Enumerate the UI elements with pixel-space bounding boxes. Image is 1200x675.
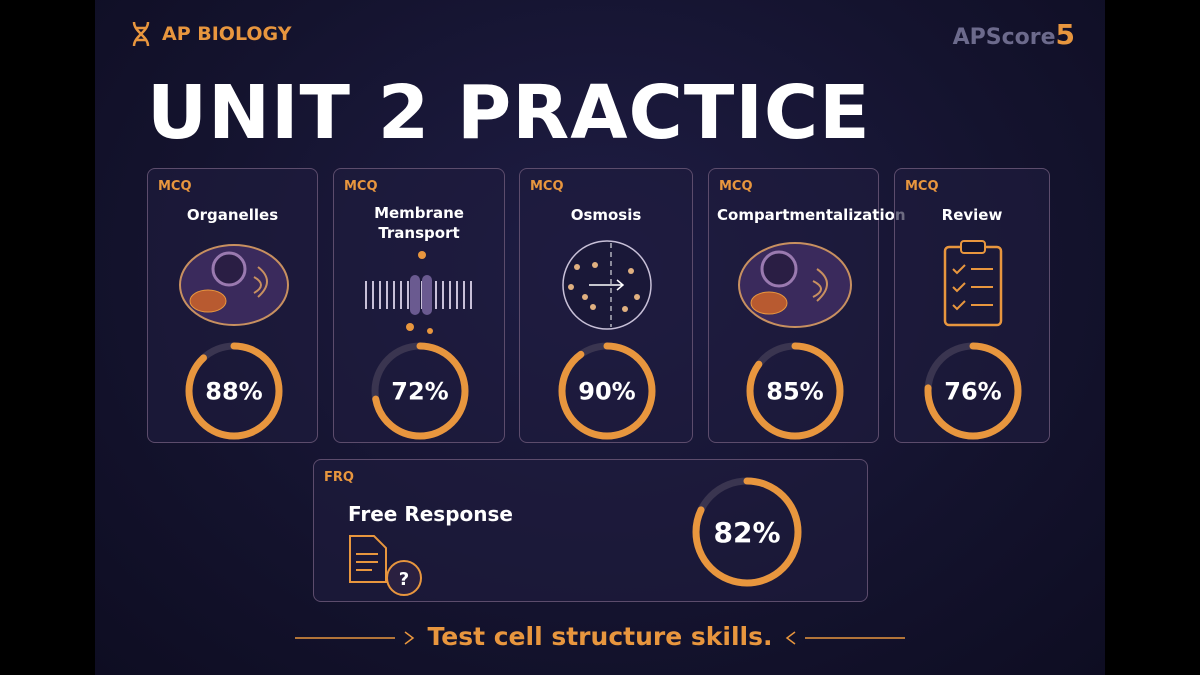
ring-arc xyxy=(746,342,843,440)
logo: APScore5 xyxy=(953,18,1075,51)
card-ring: 72% xyxy=(371,342,469,440)
ring-arc xyxy=(558,342,656,440)
card: MCQ Review 76% xyxy=(894,168,1050,443)
footer-deco xyxy=(295,631,905,645)
card-tag: MCQ xyxy=(719,179,753,194)
card-icon xyxy=(737,242,852,328)
ring-arc xyxy=(185,342,282,440)
card-tag: MCQ xyxy=(158,179,192,194)
ring-label: 82% xyxy=(713,516,780,549)
card-ring: 90% xyxy=(558,342,656,440)
stage: AP BIOLOGY APScore5 UNIT 2 PRACTICE MCQ O… xyxy=(95,0,1105,675)
card-name: Osmosis xyxy=(570,206,642,224)
card-tag: MCQ xyxy=(530,179,564,194)
ring-arc xyxy=(692,477,802,587)
card-ring: 88% xyxy=(185,342,282,440)
ring-label: 88% xyxy=(205,378,262,406)
dna-icon xyxy=(132,21,150,47)
card: MCQ Compartmentalization 85% xyxy=(708,168,906,443)
frq-icon: ? xyxy=(349,535,422,596)
card-icon xyxy=(943,240,1003,327)
frq-card: FRQ Free Response ? 82% xyxy=(313,459,868,602)
card: MCQ Osmosis 90% xyxy=(519,168,693,443)
frq-ring: 82% xyxy=(692,477,802,587)
svg-text:?: ? xyxy=(399,569,409,590)
ring-label: 72% xyxy=(391,378,448,406)
frq-name: Free Response xyxy=(348,502,513,526)
ring-label: 85% xyxy=(766,378,823,406)
card-icon xyxy=(562,240,652,330)
ring-arc xyxy=(371,342,469,440)
card-icon xyxy=(178,244,289,326)
card-name: Compartmentalization xyxy=(717,206,906,224)
card-ring: 85% xyxy=(746,342,843,440)
card-name: Membrane Transport xyxy=(374,204,464,242)
card-ring: 76% xyxy=(924,342,1022,440)
frq-tag: FRQ xyxy=(324,470,354,485)
card-icon xyxy=(365,251,472,334)
card-name: Organelles xyxy=(186,206,279,224)
logo-text: APScore xyxy=(952,25,1056,50)
card-tag: MCQ xyxy=(344,179,378,194)
card-tag: MCQ xyxy=(905,179,939,194)
footer: Test cell structure skills. xyxy=(427,622,773,651)
ring-label: 76% xyxy=(944,378,1001,406)
subject-text: AP BIOLOGY xyxy=(162,23,292,45)
logo-number: 5 xyxy=(1055,18,1075,51)
card-name: Review xyxy=(941,206,1003,224)
card: MCQ Membrane Transport 72% xyxy=(333,168,505,443)
title: UNIT 2 PRACTICE xyxy=(147,70,871,156)
card: MCQ Organelles 88% xyxy=(147,168,318,443)
subject: AP BIOLOGY xyxy=(130,20,291,48)
ring-arc xyxy=(924,342,1022,440)
ring-label: 90% xyxy=(578,378,635,406)
